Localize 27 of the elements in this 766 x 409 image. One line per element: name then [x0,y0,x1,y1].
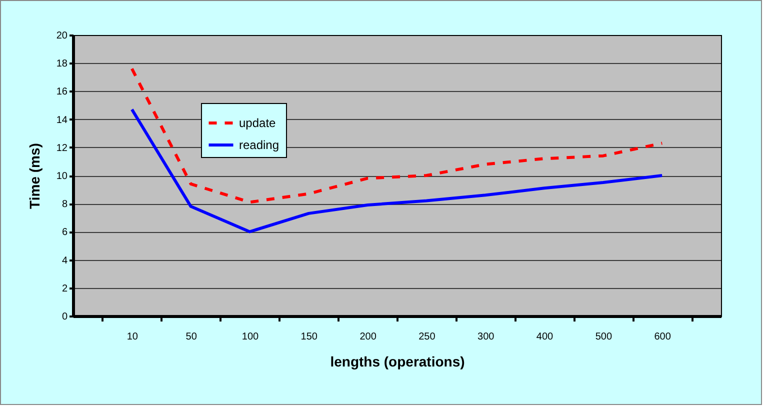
y-tick-label: 18 [56,58,68,70]
y-tick-label: 20 [56,30,68,42]
y-tick-label: 16 [56,86,68,98]
y-tick-label: 2 [62,283,68,294]
y-tick-label: 8 [62,199,68,210]
y-tick-label: 6 [62,227,68,238]
y-tick-label: 12 [56,142,68,154]
y-tick-label: 14 [56,114,68,126]
x-tick-label: 600 [654,332,672,342]
x-tick-label: 400 [536,332,554,342]
x-tick-label: 500 [595,332,612,342]
legend-label: update [239,116,276,130]
x-tick-label: 150 [300,332,318,342]
x-tick-label: 250 [418,332,436,342]
x-axis-title: lengths (operations) [330,354,465,370]
x-tick-label: 50 [186,332,198,342]
y-tick-label: 0 [62,312,68,322]
y-tick-label: 4 [62,255,68,266]
x-tick-label: 10 [126,332,138,342]
line-series [130,67,664,204]
line-series [130,108,664,234]
x-tick-label: 100 [242,332,260,342]
y-tick-label: 10 [56,171,68,182]
x-tick-label: 200 [360,332,377,342]
legend-label: reading [239,138,280,152]
y-axis-title: Time (ms) [26,143,42,209]
x-tick-label: 300 [478,332,495,342]
